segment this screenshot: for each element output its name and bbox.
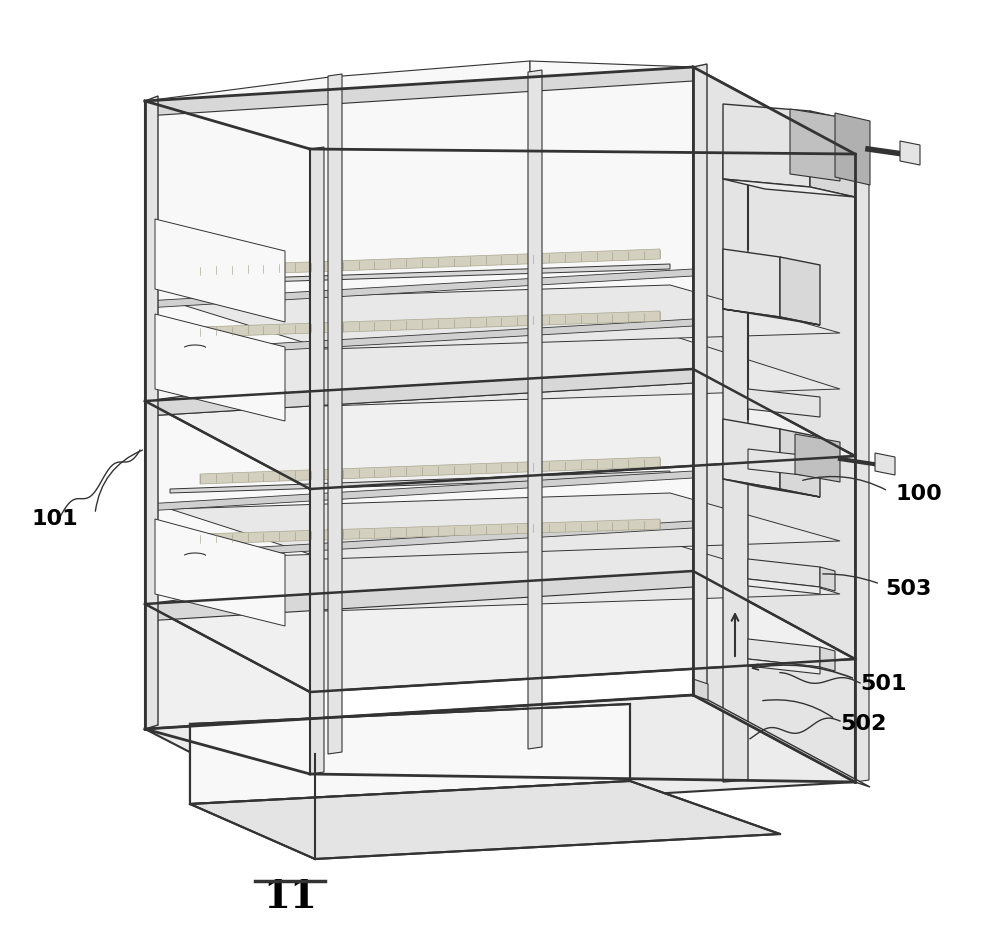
Polygon shape bbox=[170, 314, 670, 335]
Polygon shape bbox=[723, 419, 780, 489]
Polygon shape bbox=[875, 453, 895, 475]
Polygon shape bbox=[155, 314, 285, 421]
Polygon shape bbox=[748, 559, 820, 587]
Polygon shape bbox=[145, 521, 693, 561]
Polygon shape bbox=[145, 695, 855, 814]
Polygon shape bbox=[723, 179, 855, 197]
Polygon shape bbox=[145, 369, 693, 416]
Polygon shape bbox=[170, 521, 670, 543]
Polygon shape bbox=[810, 111, 855, 197]
Polygon shape bbox=[170, 335, 840, 406]
Polygon shape bbox=[190, 781, 780, 859]
Polygon shape bbox=[200, 519, 660, 544]
Text: 501: 501 bbox=[860, 674, 906, 694]
Polygon shape bbox=[693, 679, 708, 700]
Polygon shape bbox=[820, 567, 835, 591]
Polygon shape bbox=[145, 401, 310, 692]
Polygon shape bbox=[145, 319, 693, 358]
Polygon shape bbox=[145, 377, 330, 604]
Polygon shape bbox=[693, 67, 855, 782]
Polygon shape bbox=[748, 659, 820, 674]
Polygon shape bbox=[748, 639, 820, 667]
Polygon shape bbox=[528, 70, 542, 749]
Polygon shape bbox=[145, 67, 693, 116]
Polygon shape bbox=[145, 571, 855, 692]
Polygon shape bbox=[693, 369, 855, 659]
Polygon shape bbox=[530, 61, 693, 369]
Polygon shape bbox=[748, 579, 820, 594]
Polygon shape bbox=[200, 311, 660, 337]
Polygon shape bbox=[145, 401, 310, 674]
Polygon shape bbox=[835, 113, 870, 185]
Polygon shape bbox=[790, 109, 840, 181]
Polygon shape bbox=[748, 389, 820, 417]
Polygon shape bbox=[693, 64, 707, 695]
Polygon shape bbox=[530, 359, 693, 571]
Text: 101: 101 bbox=[32, 509, 78, 529]
Text: 503: 503 bbox=[885, 579, 931, 599]
Polygon shape bbox=[780, 257, 820, 325]
Polygon shape bbox=[723, 104, 810, 187]
Polygon shape bbox=[693, 67, 855, 456]
Polygon shape bbox=[145, 571, 693, 621]
Polygon shape bbox=[820, 647, 835, 671]
Polygon shape bbox=[190, 724, 315, 834]
Polygon shape bbox=[145, 471, 693, 511]
Polygon shape bbox=[145, 269, 693, 308]
Text: 100: 100 bbox=[895, 484, 942, 504]
Polygon shape bbox=[310, 147, 324, 774]
Polygon shape bbox=[155, 219, 285, 322]
Polygon shape bbox=[170, 471, 670, 493]
Polygon shape bbox=[145, 101, 310, 774]
Polygon shape bbox=[780, 429, 820, 497]
Polygon shape bbox=[145, 101, 310, 489]
Polygon shape bbox=[693, 695, 870, 787]
Polygon shape bbox=[170, 493, 840, 559]
Polygon shape bbox=[190, 704, 630, 804]
Polygon shape bbox=[328, 74, 342, 754]
Polygon shape bbox=[200, 249, 660, 276]
Polygon shape bbox=[170, 264, 670, 285]
Polygon shape bbox=[900, 141, 920, 165]
Polygon shape bbox=[723, 479, 820, 497]
Polygon shape bbox=[855, 152, 869, 782]
Polygon shape bbox=[170, 285, 840, 349]
Polygon shape bbox=[145, 96, 158, 729]
Polygon shape bbox=[200, 457, 660, 484]
Polygon shape bbox=[155, 519, 285, 626]
Polygon shape bbox=[170, 543, 840, 611]
Polygon shape bbox=[330, 61, 530, 377]
Text: 11: 11 bbox=[263, 878, 317, 916]
Text: 502: 502 bbox=[840, 714, 886, 734]
Polygon shape bbox=[723, 249, 780, 317]
Polygon shape bbox=[145, 369, 855, 489]
Polygon shape bbox=[145, 369, 693, 416]
Polygon shape bbox=[330, 359, 530, 581]
Polygon shape bbox=[748, 449, 820, 477]
Polygon shape bbox=[795, 434, 840, 482]
Polygon shape bbox=[723, 309, 820, 325]
Polygon shape bbox=[723, 152, 748, 782]
Polygon shape bbox=[145, 77, 330, 401]
